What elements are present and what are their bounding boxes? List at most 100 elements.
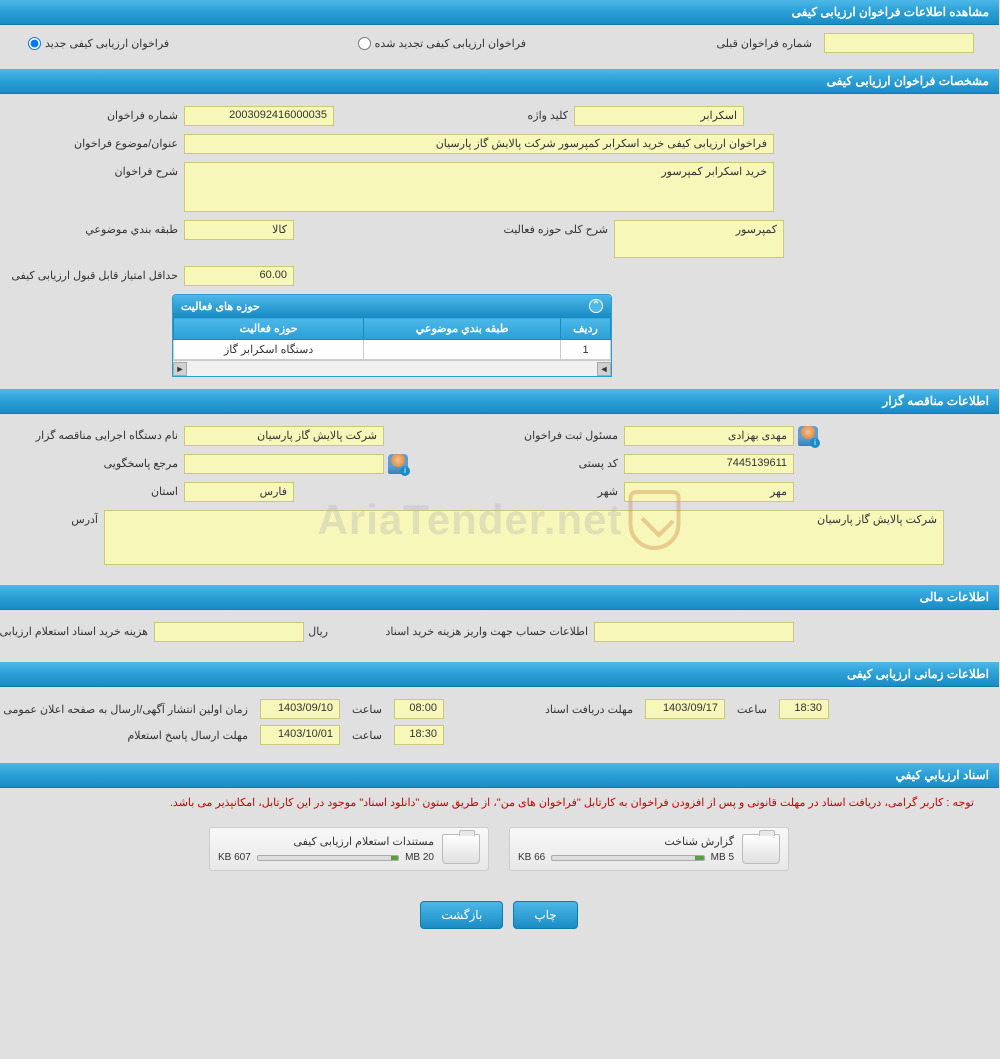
- col-row-header: رديف: [562, 318, 612, 340]
- activity-table: رديف طبقه بندي موضوعي حوزه فعاليت 1 دستگ…: [174, 317, 612, 360]
- publish-date-field: 1403/09/10: [261, 699, 341, 719]
- doc2-max: 20 MB: [406, 852, 435, 863]
- doc-card-2[interactable]: مستندات استعلام ارزیابی کیفی 607 KB 20 M…: [210, 827, 490, 871]
- call-specs-body: شماره فراخوان 2003092416000035 کلید واژه…: [0, 94, 1000, 389]
- call-title-label: عنوان/موضوع فراخوان: [25, 134, 185, 153]
- row-scope-cell: دستگاه اسکرابر گاز: [175, 340, 365, 360]
- fee-field: [155, 622, 305, 642]
- scope-desc-label: شرح کلی حوزه فعالیت: [485, 220, 615, 239]
- prev-number-field: [825, 33, 975, 53]
- docs-row: گزارش شناخت 66 KB 5 MB مستندات استعلام ا…: [0, 817, 1000, 881]
- section-call-specs-header: مشخصات فراخوان ارزیابی کیفی: [0, 69, 1000, 94]
- prev-number-label: شماره فراخوان قبلی: [711, 34, 819, 53]
- responder-field: [185, 454, 385, 474]
- docs-notice: توجه : کاربر گرامی، دریافت اسناد در مهلت…: [0, 788, 1000, 817]
- call-desc-field: خرید اسکرابر کمپرسور: [185, 162, 775, 212]
- financial-body: هزینه خرید اسناد استعلام ارزیابی کیفی ری…: [0, 610, 1000, 662]
- back-button[interactable]: بازگشت: [421, 901, 504, 929]
- table-row: 1 دستگاه اسکرابر گاز: [175, 340, 612, 360]
- user-icon[interactable]: [799, 426, 819, 446]
- response-date-field: 1403/10/01: [261, 725, 341, 745]
- account-label: اطلاعات حساب جهت واریز هزینه خرید اسناد: [455, 622, 595, 641]
- min-score-field: 60.00: [185, 266, 295, 286]
- section-tenderer-header: اطلاعات مناقصه گزار: [0, 389, 1000, 414]
- keyword-label: کلید واژه: [485, 106, 575, 125]
- section-view-info-header: مشاهده اطلاعات فراخوان ارزیابی کیفی: [0, 0, 1000, 25]
- doc1-size: 66 KB: [519, 852, 546, 863]
- postal-field: 7445139611: [625, 454, 795, 474]
- call-number-field: 2003092416000035: [185, 106, 335, 126]
- address-field: شرکت پالایش گاز پارسیان: [105, 510, 945, 565]
- folder-icon: [443, 834, 481, 864]
- activity-panel-title: حوزه های فعالیت: [182, 300, 261, 313]
- province-field: فارس: [185, 482, 295, 502]
- radio-new-call[interactable]: فراخوان ارزیابی کیفی جدید: [25, 37, 170, 50]
- doc2-size: 607 KB: [219, 852, 252, 863]
- city-field: مهر: [625, 482, 795, 502]
- hour-label-3: ساعت: [732, 700, 774, 719]
- row-category-cell: [365, 340, 562, 360]
- user-icon[interactable]: [389, 454, 409, 474]
- section-timing-header: اطلاعات زمانی ارزیابی کیفی: [0, 662, 1000, 687]
- col-category-header: طبقه بندي موضوعي: [365, 318, 562, 340]
- province-label: استان: [25, 482, 185, 501]
- city-label: شهر: [505, 482, 625, 501]
- doc1-name: گزارش شناخت: [519, 835, 735, 848]
- org-field: شرکت پالایش گاز پارسیان: [185, 426, 385, 446]
- radio-renewed-call-input[interactable]: [359, 37, 372, 50]
- scope-desc-field: کمپرسور: [615, 220, 785, 258]
- registrar-field: مهدی بهزادی: [625, 426, 795, 446]
- call-title-field: فراخوان ارزیابی کیفی خرید اسکرابر کمپرسو…: [185, 134, 775, 154]
- section-docs-header: اسناد ارزيابي كيفي: [0, 763, 1000, 788]
- buttons-row: چاپ بازگشت: [0, 881, 1000, 949]
- section-financial-header: اطلاعات مالی: [0, 585, 1000, 610]
- account-field: [595, 622, 795, 642]
- doc2-bar: [258, 855, 400, 861]
- print-button[interactable]: چاپ: [514, 901, 578, 929]
- category-label: طبقه بندي موضوعي: [25, 220, 185, 239]
- radio-renewed-call[interactable]: فراخوان ارزیابی کیفی تجدید شده: [355, 37, 527, 50]
- response-time-field: 18:30: [395, 725, 445, 745]
- hour-label-1: ساعت: [347, 700, 389, 719]
- currency-label: ریال: [305, 622, 335, 641]
- postal-label: کد پستی: [505, 454, 625, 473]
- min-score-label: حداقل امتیاز قابل قبول ارزیابی کیفی: [25, 266, 185, 285]
- activity-panel-header: حوزه های فعالیت ⌃: [174, 295, 612, 317]
- responder-label: مرجع پاسخگویی: [25, 454, 185, 473]
- radio-renewed-call-label: فراخوان ارزیابی کیفی تجدید شده: [376, 37, 527, 50]
- hour-label-2: ساعت: [347, 726, 389, 745]
- doc2-name: مستندات استعلام ارزیابی کیفی: [219, 835, 435, 848]
- radio-new-call-label: فراخوان ارزیابی کیفی جدید: [46, 37, 170, 50]
- deadline-label: مهلت دریافت اسناد: [520, 700, 640, 719]
- doc1-max: 5 MB: [712, 852, 735, 863]
- address-label: آدرس: [25, 510, 105, 529]
- doc2-bar-fill: [392, 856, 399, 860]
- scroll-left-icon[interactable]: ◄: [598, 362, 612, 376]
- category-field: کالا: [185, 220, 295, 240]
- doc-card-1[interactable]: گزارش شناخت 66 KB 5 MB: [510, 827, 790, 871]
- org-label: نام دستگاه اجرایی مناقصه گزار: [25, 426, 185, 445]
- scroll-right-icon[interactable]: ►: [174, 362, 188, 376]
- radio-new-call-input[interactable]: [29, 37, 42, 50]
- tenderer-body: نام دستگاه اجرایی مناقصه گزار شرکت پالای…: [0, 414, 1000, 585]
- keyword-field: اسكرابر: [575, 106, 745, 126]
- collapse-icon[interactable]: ⌃: [590, 299, 604, 313]
- doc1-bar: [552, 855, 705, 861]
- call-type-row: فراخوان ارزیابی کیفی جدید فراخوان ارزیاب…: [0, 25, 1000, 69]
- fee-label: هزینه خرید اسناد استعلام ارزیابی کیفی: [25, 622, 155, 641]
- deadline-date-field: 1403/09/17: [646, 699, 726, 719]
- timing-body: زمان اولین انتشار آگهی/ارسال به صفحه اعل…: [0, 687, 1000, 763]
- call-desc-label: شرح فراخوان: [25, 162, 185, 181]
- col-scope-header: حوزه فعاليت: [175, 318, 365, 340]
- publish-label: زمان اولین انتشار آگهی/ارسال به صفحه اعل…: [25, 700, 255, 719]
- activity-panel: حوزه های فعالیت ⌃ رديف طبقه بندي موضوعي …: [173, 294, 613, 377]
- deadline-time-field: 18:30: [780, 699, 830, 719]
- activity-scrollbar[interactable]: ◄ ►: [174, 360, 612, 376]
- call-number-label: شماره فراخوان: [25, 106, 185, 125]
- folder-icon: [743, 834, 781, 864]
- row-num-cell: 1: [562, 340, 612, 360]
- registrar-label: مسئول ثبت فراخوان: [505, 426, 625, 445]
- publish-time-field: 08:00: [395, 699, 445, 719]
- doc1-bar-fill: [696, 856, 705, 860]
- prev-number-group: شماره فراخوان قبلی: [711, 33, 975, 53]
